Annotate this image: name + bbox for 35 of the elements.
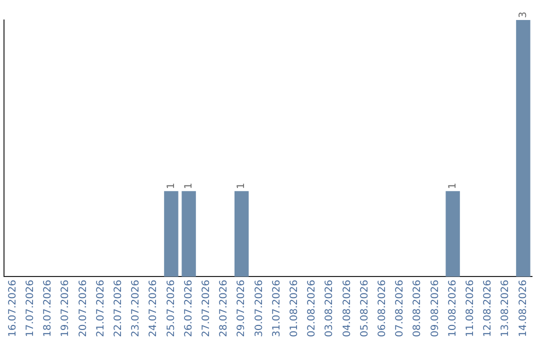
x-tick-label: 01.08.2026 bbox=[288, 280, 300, 338]
x-tick-label: 14.08.2026 bbox=[518, 280, 529, 338]
data-label: 3 bbox=[518, 12, 529, 18]
x-tick-label: 18.07.2026 bbox=[42, 280, 54, 338]
x-tick-label: 19.07.2026 bbox=[60, 280, 72, 338]
x-tick-label: 24.07.2026 bbox=[148, 280, 160, 338]
x-tick-label: 23.07.2026 bbox=[130, 280, 142, 338]
data-label: 1 bbox=[166, 182, 177, 190]
x-tick-label: 09.08.2026 bbox=[430, 280, 441, 338]
x-tick-label: 20.07.2026 bbox=[78, 280, 89, 338]
x-tick-label: 08.08.2026 bbox=[412, 280, 424, 338]
data-label: 1 bbox=[183, 182, 194, 190]
x-tick-label: 11.08.2026 bbox=[464, 280, 476, 338]
x-tick-label: 02.08.2026 bbox=[306, 280, 318, 338]
x-tick-label: 12.08.2026 bbox=[482, 280, 494, 338]
x-tick-label: 03.08.2026 bbox=[324, 280, 336, 338]
x-tick-label: 07.08.2026 bbox=[394, 280, 406, 338]
x-tick-label: 05.08.2026 bbox=[359, 280, 370, 338]
x-tick-label: 31.07.2026 bbox=[271, 280, 282, 338]
x-tick-label: 04.08.2026 bbox=[342, 280, 353, 338]
x-tick-label: 17.07.2026 bbox=[24, 280, 36, 338]
x-tick-label: 10.08.2026 bbox=[447, 280, 458, 338]
x-tick-label: 13.08.2026 bbox=[500, 280, 512, 338]
x-tick-label: 26.07.2026 bbox=[183, 280, 194, 338]
x-tick-label: 25.07.2026 bbox=[166, 280, 177, 338]
data-label: 1 bbox=[447, 182, 458, 190]
x-tick-label: 28.07.2026 bbox=[218, 280, 230, 338]
x-tick-label: 30.07.2026 bbox=[254, 280, 265, 338]
x-tick-label: 22.07.2026 bbox=[112, 280, 124, 338]
x-tick-label: 29.07.2026 bbox=[236, 280, 248, 338]
x-tick-label: 27.07.2026 bbox=[200, 280, 212, 338]
x-tick-label: 21.07.2026 bbox=[95, 280, 106, 338]
data-label: 1 bbox=[236, 182, 248, 190]
x-tick-label: 16.07.2026 bbox=[7, 280, 18, 338]
x-tick-label: 06.08.2026 bbox=[376, 280, 388, 338]
